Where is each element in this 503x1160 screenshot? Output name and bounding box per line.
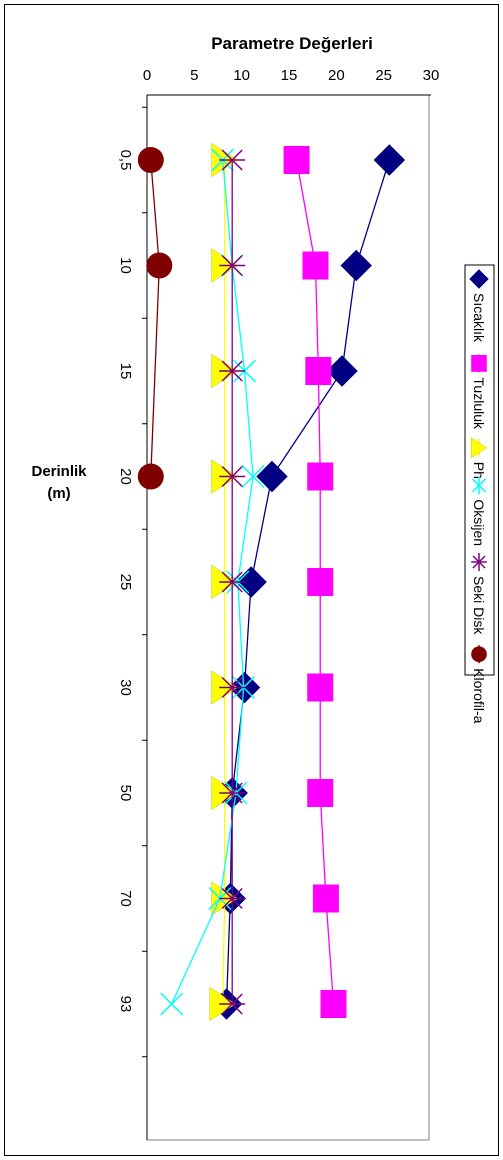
- circle-marker: [471, 646, 487, 662]
- square-marker: [283, 146, 310, 174]
- chart-title: Parametre Değerleri: [211, 34, 373, 53]
- plot-area: [146, 94, 430, 1141]
- x-tick-label: 20: [328, 67, 345, 84]
- diamond-marker: [235, 566, 267, 598]
- x-tick-label: 30: [423, 67, 440, 84]
- legend-item: Tuzluluk: [471, 354, 487, 430]
- star-marker: [219, 254, 246, 277]
- x-tick-labels: 0 5 10 15 20 25 30: [143, 67, 440, 84]
- x-tick-label: 10: [233, 67, 250, 84]
- legend-item: Klorofil-a: [471, 645, 487, 724]
- legend-label: Seki Disk: [471, 576, 487, 635]
- y-axis-ticks: 0,5 10 15 20 25 30 50 70 93: [117, 106, 147, 1058]
- star-marker: [219, 360, 246, 382]
- legend-item: Sıcaklık: [469, 269, 489, 343]
- square-marker: [320, 990, 347, 1018]
- x-marker: [241, 464, 265, 489]
- x-marker: [160, 992, 184, 1016]
- legend-item: Oksijen: [471, 476, 487, 546]
- x-marker: [471, 478, 487, 493]
- square-marker: [305, 357, 332, 385]
- x-tick-label: 0: [143, 67, 151, 84]
- series-layer: [137, 142, 406, 1022]
- y-tick-label: 30: [117, 679, 134, 696]
- y-tick-label: 0,5: [117, 150, 134, 171]
- legend-item: Seki Disk: [471, 553, 487, 635]
- star-marker: [219, 782, 246, 804]
- x-tick-label: 5: [190, 67, 198, 84]
- square-marker: [307, 568, 334, 596]
- y-tick-label: 70: [117, 890, 134, 907]
- diamond-marker: [340, 249, 372, 282]
- star-marker: [219, 149, 246, 171]
- diamond-marker: [373, 144, 406, 176]
- x-tick-label: 25: [375, 67, 392, 84]
- square-marker: [307, 673, 334, 702]
- legend-item: Ph: [470, 437, 488, 479]
- series-circle: [137, 147, 173, 490]
- x-tick-label: 15: [281, 67, 298, 84]
- triangle-marker: [470, 437, 488, 459]
- diamond-marker: [326, 355, 358, 387]
- square-marker: [307, 779, 334, 807]
- series-square: [283, 146, 347, 1018]
- circle-marker: [146, 252, 173, 279]
- square-marker: [312, 884, 339, 913]
- diamond-marker: [469, 269, 489, 289]
- diamond-marker: [256, 460, 288, 493]
- star-marker: [219, 465, 246, 488]
- legend: Sıcaklık Tuzluluk Ph Oksijen Seki Disk Klorof…: [464, 264, 495, 724]
- legend-box: [464, 264, 495, 676]
- y-tick-label: 25: [117, 574, 134, 591]
- y-tick-label: 20: [117, 468, 134, 485]
- y-tick-label: 15: [117, 363, 134, 380]
- star-marker: [219, 676, 246, 699]
- y-axis-label-line1: Derinlik: [31, 463, 87, 480]
- legend-label: Sıcaklık: [471, 293, 487, 343]
- y-tick-label: 10: [117, 257, 134, 274]
- circle-marker: [137, 147, 164, 173]
- legend-label: Ph: [471, 462, 487, 479]
- y-tick-label: 50: [117, 785, 134, 802]
- legend-label: Tuzluluk: [471, 377, 487, 430]
- star-marker: [219, 993, 246, 1015]
- square-marker: [471, 355, 487, 372]
- circle-marker: [137, 463, 164, 490]
- legend-label: Klorofil-a: [471, 668, 487, 723]
- legend-label: Oksijen: [471, 499, 487, 546]
- star-marker: [219, 887, 246, 910]
- series-star: [219, 149, 246, 1015]
- star-marker: [219, 571, 246, 593]
- square-marker: [302, 251, 329, 280]
- star-marker: [471, 555, 487, 569]
- y-tick-label: 93: [117, 996, 134, 1013]
- square-marker: [307, 462, 334, 491]
- y-axis-label-line2: (m): [47, 485, 70, 502]
